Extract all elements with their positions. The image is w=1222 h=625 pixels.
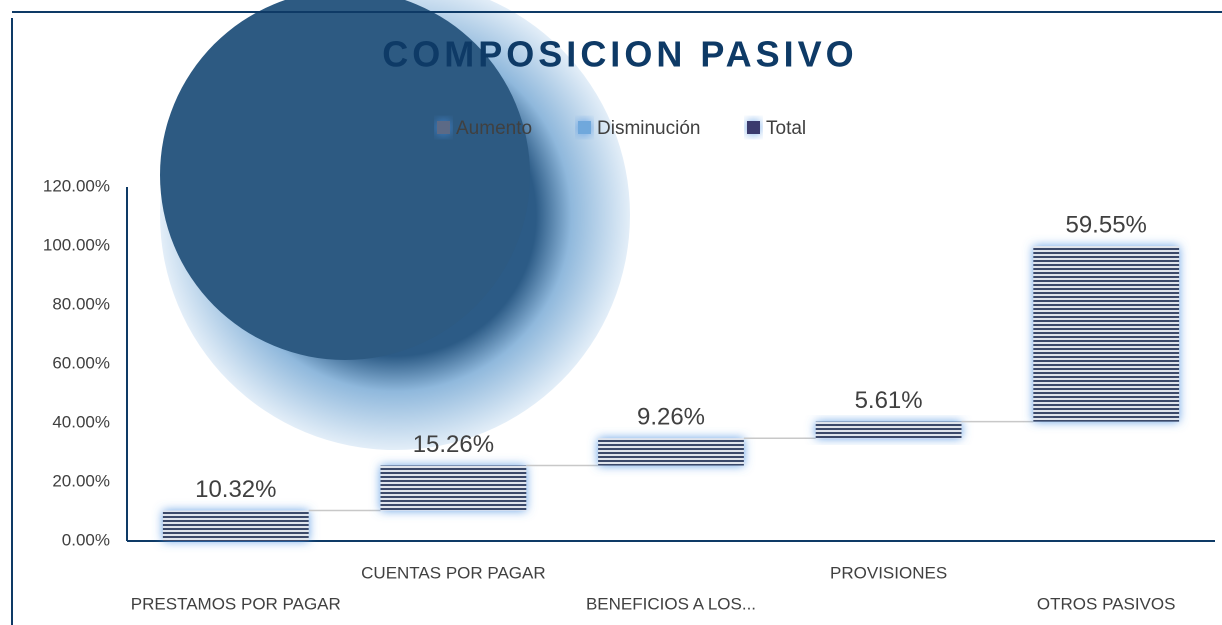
value-label: 10.32%	[195, 476, 276, 503]
y-tick-label: 0.00%	[62, 530, 110, 549]
y-tick-label: 100.00%	[43, 235, 110, 254]
chart: COMPOSICION PASIVO 0.00% 20.00% 40.00% 60.0…	[0, 0, 1222, 625]
legend-label: Total	[766, 118, 806, 139]
x-tick-label: BENEFICIOS A LOS...	[586, 594, 756, 613]
x-tick-label: PROVISIONES	[830, 563, 947, 582]
chart-title: COMPOSICION PASIVO	[382, 34, 857, 75]
y-tick-label: 20.00%	[52, 471, 110, 490]
bar	[1033, 246, 1179, 422]
legend-label: Disminución	[597, 118, 700, 139]
legend-marker	[747, 121, 760, 134]
x-tick-label: PRESTAMOS POR PAGAR	[131, 594, 341, 613]
legend-marker	[437, 121, 450, 134]
bar	[163, 511, 309, 541]
bar	[381, 466, 527, 511]
x-tick-label: CUENTAS POR PAGAR	[361, 563, 546, 582]
y-tick-label: 120.00%	[43, 176, 110, 195]
y-tick-label: 80.00%	[52, 294, 110, 313]
bar	[816, 422, 962, 439]
value-label: 5.61%	[855, 387, 923, 414]
y-tick-label: 60.00%	[52, 353, 110, 372]
value-label: 59.55%	[1065, 211, 1146, 238]
legend-label: Aumento	[456, 118, 532, 139]
x-tick-label: OTROS PASIVOS	[1037, 594, 1176, 613]
y-tick-label: 40.00%	[52, 412, 110, 431]
value-label: 9.26%	[637, 404, 705, 431]
value-label: 15.26%	[413, 431, 494, 458]
bar	[598, 438, 744, 465]
legend-marker	[578, 121, 591, 134]
